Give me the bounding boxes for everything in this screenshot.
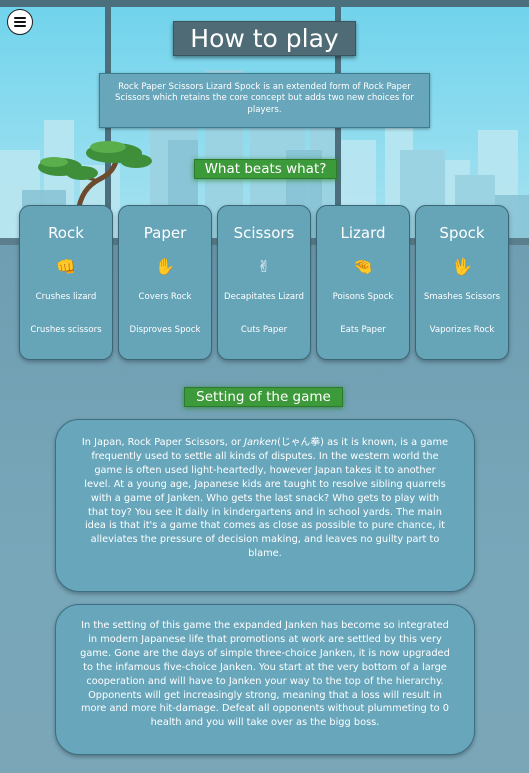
hamburger-menu-icon [14, 17, 26, 27]
card-rule-2: Disproves Spock [129, 325, 201, 335]
intro-text: Rock Paper Scissors Lizard Spock is an e… [99, 73, 430, 128]
card-rule-1: Crushes lizard [35, 292, 97, 302]
card-spock[interactable]: Spock 🖖 Smashes Scissors Vaporizes Rock [415, 205, 509, 360]
rock-fist-icon: 👊 [56, 257, 76, 276]
what-beats-what-heading: What beats what? [194, 159, 337, 179]
card-title: Lizard [340, 224, 386, 242]
card-rule-2: Eats Paper [340, 325, 386, 335]
card-rock[interactable]: Rock 👊 Crushes lizard Crushes scissors [19, 205, 113, 360]
card-rule-1: Decapitates Lizard [223, 292, 305, 302]
janken-term: Janken [244, 437, 278, 448]
card-scissors[interactable]: Scissors ✌ Decapitates Lizard Cuts Paper [217, 205, 311, 360]
card-title: Paper [143, 224, 187, 242]
setting-paragraph-2: In the setting of this game the expanded… [55, 604, 475, 755]
card-title: Rock [48, 224, 84, 242]
scissors-hand-icon: ✌ [257, 257, 271, 276]
lizard-hand-icon: 🤏 [353, 257, 373, 276]
card-lizard[interactable]: Lizard 🤏 Poisons Spock Eats Paper [316, 205, 410, 360]
card-rule-1: Poisons Spock [332, 292, 394, 302]
card-rule-2: Crushes scissors [30, 325, 102, 335]
menu-button[interactable] [7, 9, 33, 35]
janken-kanji: (じゃん拳) [277, 437, 324, 448]
setting-text: as it is known, is a game frequently use… [84, 437, 449, 560]
card-title: Scissors [233, 224, 295, 242]
setting-paragraph-1: In Japan, Rock Paper Scissors, or Janken… [55, 419, 475, 592]
setting-text: In Japan, Rock Paper Scissors, or [81, 437, 245, 448]
setting-heading: Setting of the game [184, 387, 343, 407]
card-rule-2: Cuts Paper [240, 325, 288, 335]
card-rule-2: Vaporizes Rock [429, 325, 495, 335]
page-title: How to play [173, 21, 356, 56]
card-paper[interactable]: Paper ✋ Covers Rock Disproves Spock [118, 205, 212, 360]
card-rule-1: Covers Rock [138, 292, 192, 302]
bonsai-tree-decoration [38, 141, 152, 214]
paper-hand-icon: ✋ [155, 257, 175, 276]
card-rule-1: Smashes Scissors [423, 292, 501, 302]
card-title: Spock [439, 224, 485, 242]
spock-hand-icon: 🖖 [452, 257, 472, 276]
